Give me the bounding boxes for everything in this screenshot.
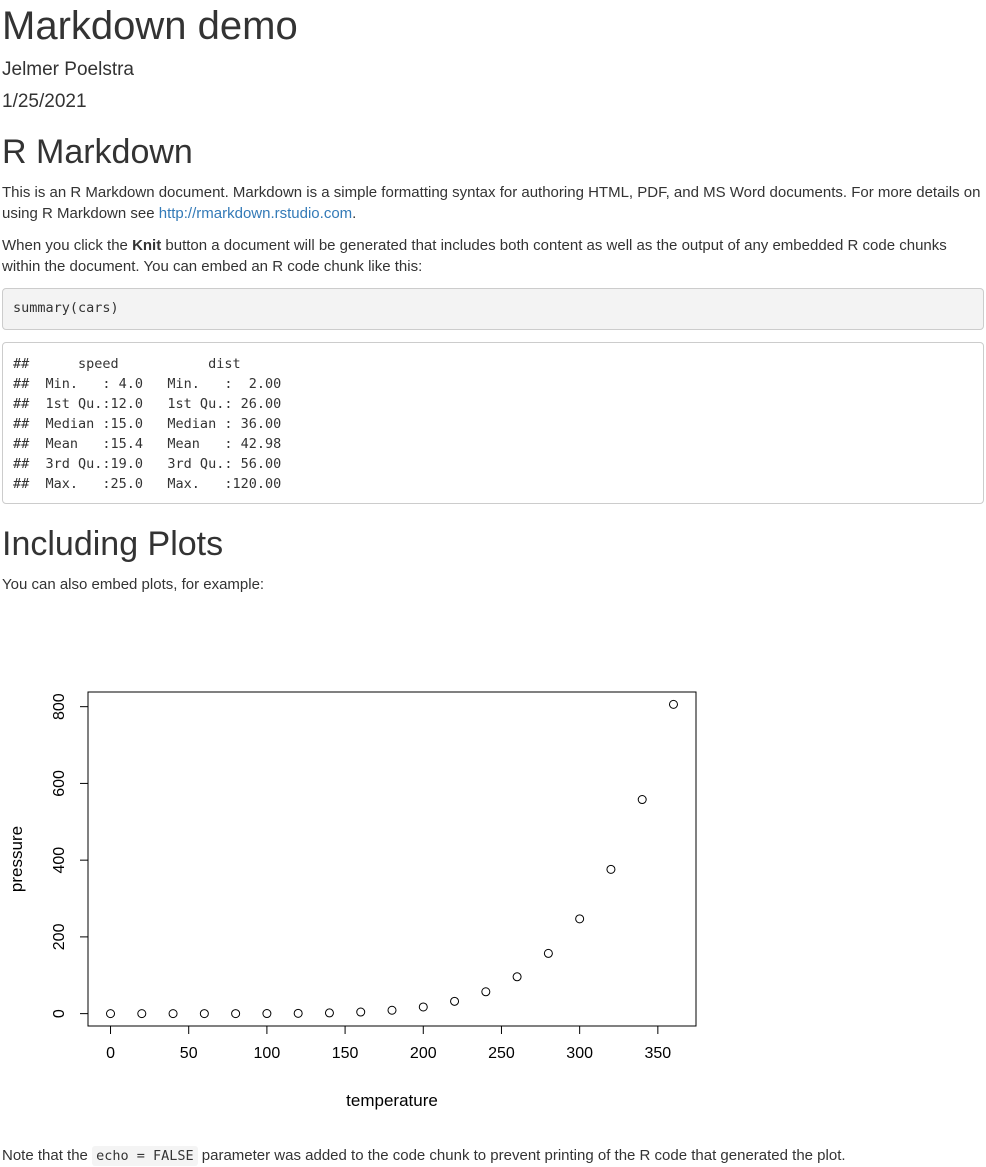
data-point: [137, 1009, 147, 1019]
data-point: [450, 996, 460, 1006]
author-name: Jelmer Poelstra: [2, 59, 134, 80]
data-point: [606, 864, 616, 874]
y-axis: 0 200 400 600 800: [51, 693, 89, 1018]
x-tick-label: 0: [106, 1045, 115, 1062]
x-tick-label: 200: [410, 1045, 437, 1062]
paragraph-echo-note: Note that the echo = FALSE parameter was…: [2, 1145, 986, 1167]
data-point: [356, 1007, 366, 1017]
data-point: [668, 699, 678, 709]
x-axis: 0 50 100 150 200 250 300 350: [106, 1025, 671, 1062]
y-tick-label: 800: [51, 693, 68, 720]
code-chunk-input: summary(cars): [2, 288, 984, 330]
rmarkdown-link[interactable]: http://rmarkdown.rstudio.com: [158, 205, 353, 222]
heading-including-plots: Including Plots: [2, 525, 224, 563]
data-points: [106, 699, 678, 1019]
data-point: [262, 1009, 272, 1019]
note-after: parameter was added to the code chunk to…: [197, 1147, 846, 1164]
data-point: [168, 1009, 178, 1019]
y-tick-label: 600: [51, 770, 68, 797]
data-point: [543, 948, 553, 958]
paragraph-intro: This is an R Markdown document. Markdown…: [2, 182, 986, 224]
y-axis-label: pressure: [7, 826, 26, 892]
x-tick-label: 150: [332, 1045, 359, 1062]
heading-r-markdown: R Markdown: [2, 133, 193, 171]
paragraph-knit-after: button a document will be generated that…: [2, 237, 947, 275]
code-chunk-output: ## speed dist ## Min. : 4.0 Min. : 2.00 …: [2, 342, 984, 504]
data-point: [199, 1009, 209, 1019]
data-point: [106, 1009, 116, 1019]
data-point: [293, 1008, 303, 1018]
x-tick-label: 50: [180, 1045, 198, 1062]
data-point: [575, 914, 585, 924]
data-point: [387, 1005, 397, 1015]
data-point: [637, 795, 647, 805]
document-date: 1/25/2021: [2, 91, 87, 112]
note-before: Note that the: [2, 1147, 93, 1164]
plot-box: [87, 691, 697, 1027]
x-tick-label: 250: [488, 1045, 515, 1062]
data-point: [324, 1008, 334, 1018]
paragraph-knit: When you click the Knit button a documen…: [2, 235, 986, 277]
pressure-scatter-plot: 0 50 100 150 200 250 300 350 0 200 400 600 800 temp…: [7, 691, 697, 1110]
y-tick-label: 0: [51, 1009, 68, 1018]
x-tick-label: 300: [566, 1045, 593, 1062]
inline-code-echo: echo = FALSE: [92, 1146, 198, 1166]
data-point: [481, 987, 491, 997]
paragraph-intro-end: .: [352, 205, 357, 222]
y-tick-label: 400: [51, 847, 68, 874]
paragraph-plots-intro: You can also embed plots, for example:: [2, 576, 265, 593]
data-point: [418, 1002, 428, 1012]
x-tick-label: 100: [254, 1045, 281, 1062]
knit-bold-text: Knit: [132, 237, 162, 254]
paragraph-knit-before: When you click the: [2, 237, 133, 254]
data-point: [512, 972, 522, 982]
x-axis-label: temperature: [346, 1091, 438, 1110]
x-tick-label: 350: [644, 1045, 671, 1062]
y-tick-label: 200: [51, 923, 68, 950]
document-title: Markdown demo: [2, 4, 298, 48]
paragraph-intro-text: This is an R Markdown document. Markdown…: [2, 184, 981, 222]
data-point: [231, 1009, 241, 1019]
